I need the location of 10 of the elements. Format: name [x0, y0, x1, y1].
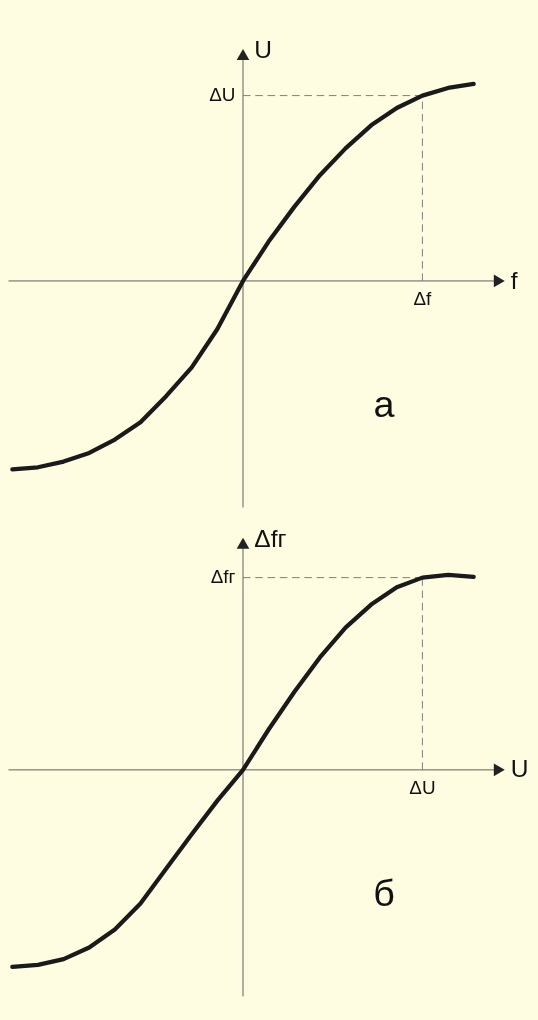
annotation: а [373, 382, 395, 425]
y-axis-title: U [254, 36, 273, 64]
ref-line-label: ΔU [209, 84, 236, 106]
x-axis-title: U [510, 755, 529, 783]
ref-line-label: Δfг [210, 566, 236, 588]
x-axis-title: f [510, 266, 518, 294]
text: Δf [413, 288, 432, 310]
annotation: б [373, 871, 395, 914]
text: ΔU [409, 777, 436, 799]
y-axis-title: Δfг [254, 525, 287, 553]
